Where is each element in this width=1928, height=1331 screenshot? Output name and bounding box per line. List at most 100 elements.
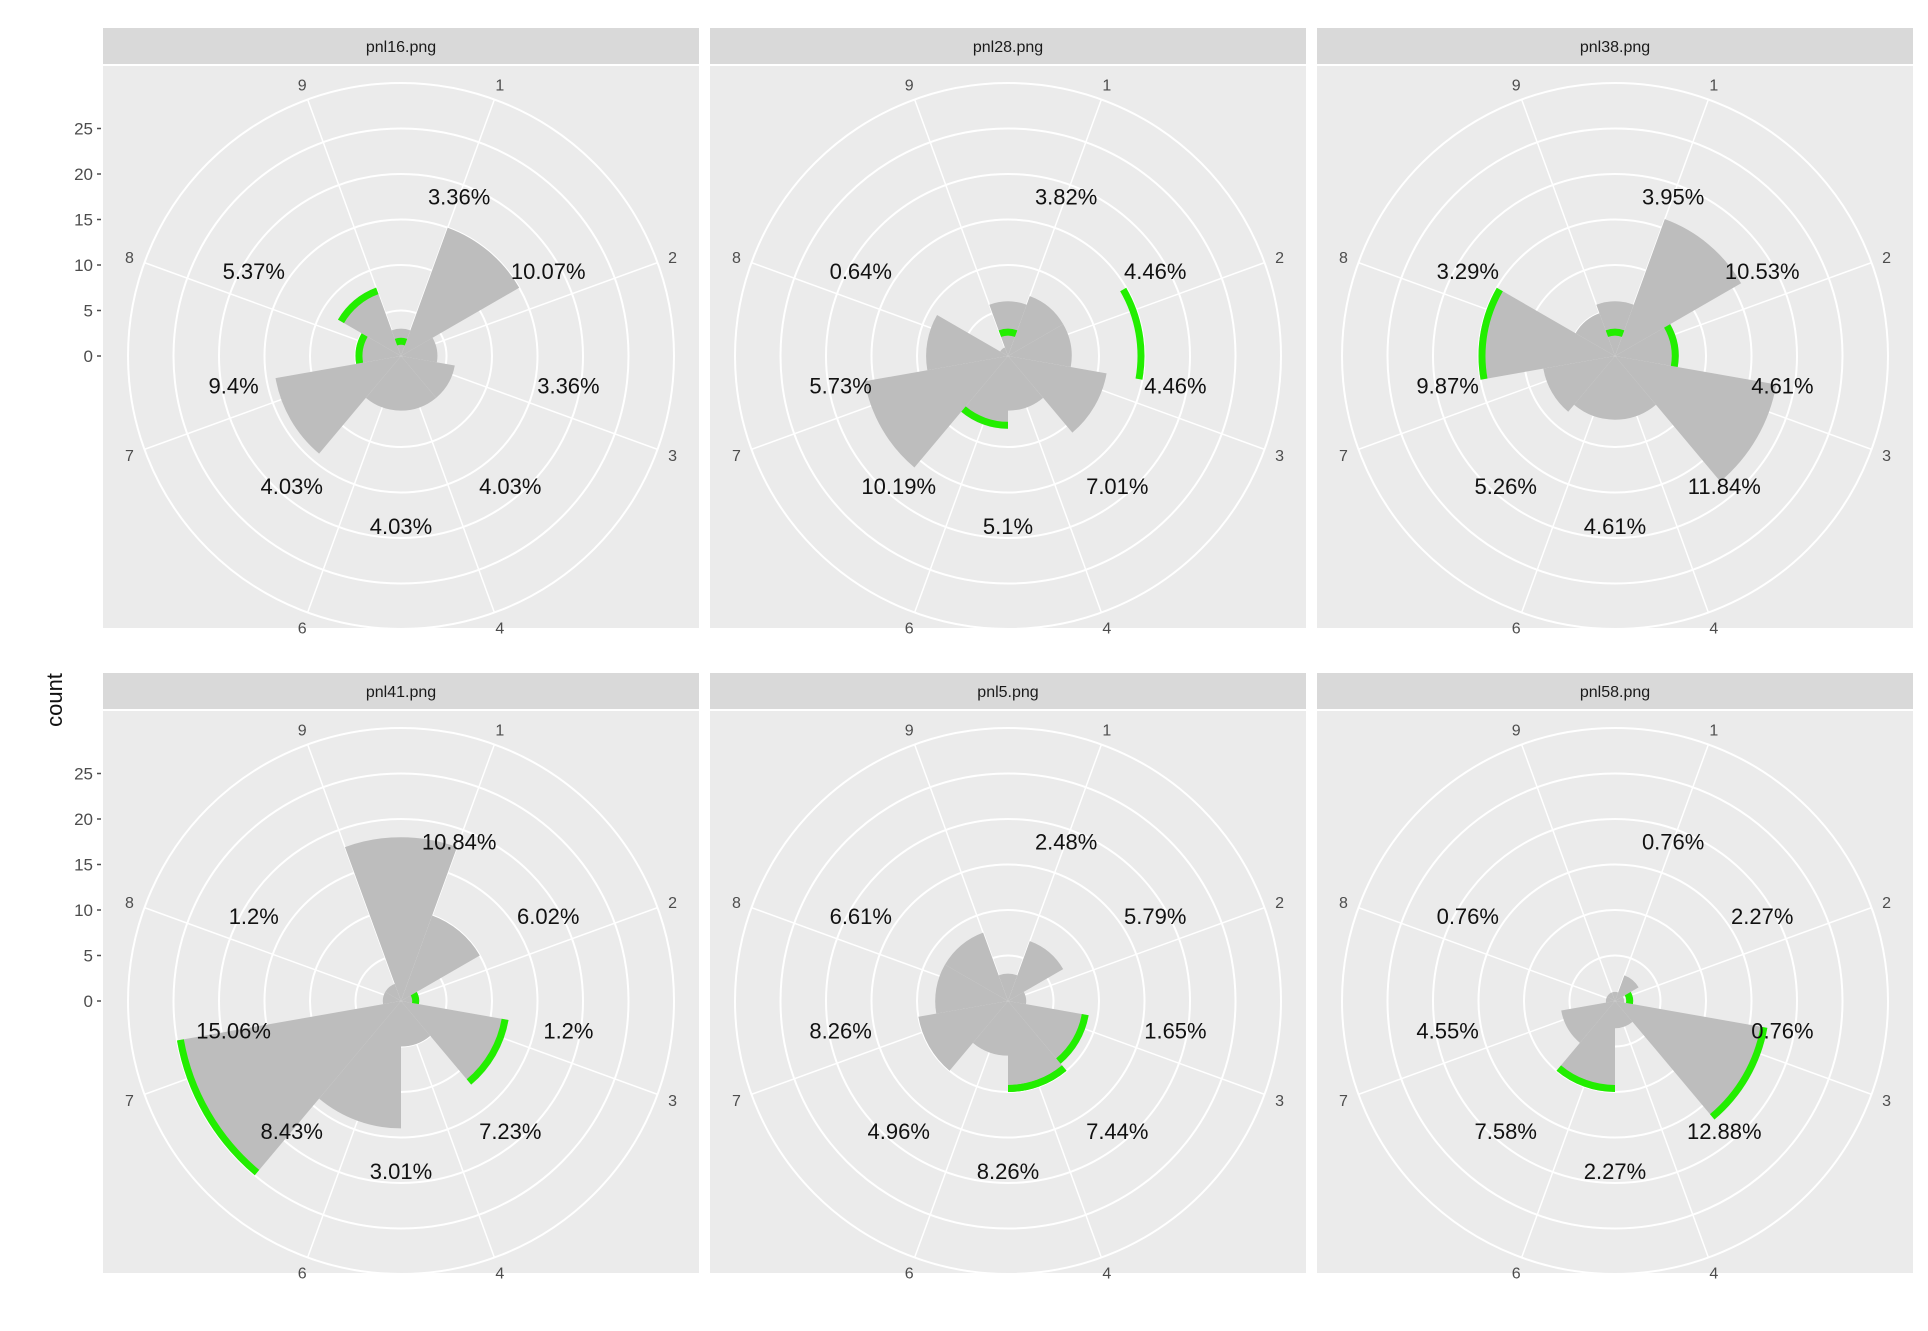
highlight-band	[176, 1039, 260, 1176]
percentage-label: 2.27%	[1731, 904, 1793, 929]
direction-bar	[401, 1001, 431, 1047]
facet-strip	[103, 673, 699, 709]
facet-title: pnl58.png	[1580, 684, 1650, 701]
percentage-label: 8.43%	[261, 1119, 323, 1144]
grid-spoke	[1007, 906, 1265, 1002]
direction-label: 3	[668, 448, 677, 465]
direction-bar	[944, 932, 1008, 1001]
y-axis-title: count	[42, 673, 67, 727]
percentage-label: 5.37%	[223, 259, 285, 284]
grid-spoke	[1520, 744, 1616, 1002]
grid-ring	[734, 82, 1282, 630]
highlight-band	[1120, 287, 1145, 380]
grid-spoke	[913, 744, 1009, 1002]
direction-label: 4	[495, 1266, 504, 1283]
percentage-label: 3.36%	[428, 184, 490, 209]
percentage-label: 10.53%	[1725, 259, 1800, 284]
direction-label: 6	[298, 621, 307, 638]
direction-bar	[1615, 996, 1625, 1003]
percentage-label: 4.46%	[1144, 374, 1206, 399]
y-tick-label: 20	[74, 810, 93, 829]
direction-bar	[1008, 296, 1064, 356]
direction-label: 7	[732, 1093, 741, 1110]
direction-label: 1	[1102, 722, 1111, 739]
percentage-label: 10.07%	[511, 259, 586, 284]
y-tick-label: 5	[84, 947, 93, 966]
grid-ring	[825, 818, 1191, 1184]
grid-spoke	[1358, 906, 1616, 1002]
direction-bar	[1008, 991, 1027, 1005]
percentage-label: 10.84%	[422, 829, 497, 854]
percentage-label: 7.58%	[1475, 1119, 1537, 1144]
percentage-label: 6.02%	[517, 904, 579, 929]
facet-strip	[103, 28, 699, 64]
direction-bar	[1615, 1001, 1768, 1120]
grid-ring	[1432, 173, 1798, 539]
percentage-label: 8.26%	[977, 1159, 1039, 1184]
direction-label: 3	[1882, 448, 1891, 465]
direction-bar	[1556, 1001, 1615, 1092]
y-tick-label: 25	[74, 120, 93, 139]
grid-ring	[1386, 772, 1844, 1230]
percentage-label: 0.64%	[830, 259, 892, 284]
grid-ring	[779, 127, 1237, 585]
grid-spoke	[1614, 1000, 1710, 1258]
direction-label: 2	[1275, 250, 1284, 267]
percentage-label: 4.55%	[1416, 1019, 1478, 1044]
direction-bar	[1561, 1001, 1615, 1043]
direction-label: 9	[1512, 722, 1521, 739]
direction-bar	[401, 227, 520, 356]
facet-strip	[1317, 673, 1913, 709]
direction-label: 1	[1709, 77, 1718, 94]
panel: pnl38.png 1 2 3 4 6 7 8 9 3.95% 10.53% 4.61% 11.84% 4…	[1317, 28, 1913, 638]
highlight-band	[961, 406, 1008, 429]
direction-label: 6	[298, 1266, 307, 1283]
direction-bar	[926, 315, 1008, 371]
direction-bar	[382, 991, 401, 1005]
highlight-band	[1624, 991, 1634, 1005]
direction-label: 8	[1339, 895, 1348, 912]
facet-title: pnl28.png	[973, 39, 1043, 56]
grid-ring	[916, 264, 1100, 448]
direction-label: 1	[495, 722, 504, 739]
direction-bar	[401, 915, 480, 1001]
direction-label: 8	[125, 250, 134, 267]
direction-bar	[961, 356, 1008, 429]
y-tick-label: 10	[74, 256, 93, 275]
percentage-label: 5.73%	[809, 374, 871, 399]
grid-ring	[127, 82, 675, 630]
direction-label: 8	[732, 895, 741, 912]
facet-title: pnl41.png	[366, 684, 436, 701]
highlight-band	[1056, 1014, 1089, 1064]
highlight-band	[1478, 287, 1503, 380]
percentage-label: 0.76%	[1751, 1019, 1813, 1044]
highlight-band	[355, 333, 368, 364]
y-tick-label: 25	[74, 765, 93, 784]
direction-label: 2	[1275, 895, 1284, 912]
percentage-label: 2.27%	[1584, 1159, 1646, 1184]
direction-label: 4	[1709, 1266, 1718, 1283]
direction-bar	[176, 1001, 401, 1176]
direction-bar	[972, 1001, 1008, 1056]
direction-label: 2	[668, 895, 677, 912]
direction-label: 1	[495, 77, 504, 94]
highlight-band	[394, 337, 408, 346]
y-tick-label: 15	[74, 856, 93, 875]
grid-spoke	[400, 261, 658, 357]
percentage-label: 7.01%	[1086, 474, 1148, 499]
direction-label: 2	[1882, 895, 1891, 912]
y-tick-label: 15	[74, 211, 93, 230]
direction-label: 8	[1339, 250, 1348, 267]
grid-spoke	[1614, 744, 1710, 1002]
direction-bar	[1008, 356, 1107, 433]
direction-label: 3	[1275, 1093, 1284, 1110]
percentage-label: 9.87%	[1416, 374, 1478, 399]
direction-bar	[918, 1001, 1008, 1071]
direction-label: 3	[1275, 448, 1284, 465]
panel: pnl28.png 1 2 3 4 6 7 8 9 3.82% 4.46% 4.46% 7.01% 5.1…	[710, 28, 1306, 638]
percentage-label: 7.44%	[1086, 1119, 1148, 1144]
grid-ring	[1432, 818, 1798, 1184]
percentage-label: 3.36%	[537, 374, 599, 399]
direction-bar	[989, 301, 1027, 356]
